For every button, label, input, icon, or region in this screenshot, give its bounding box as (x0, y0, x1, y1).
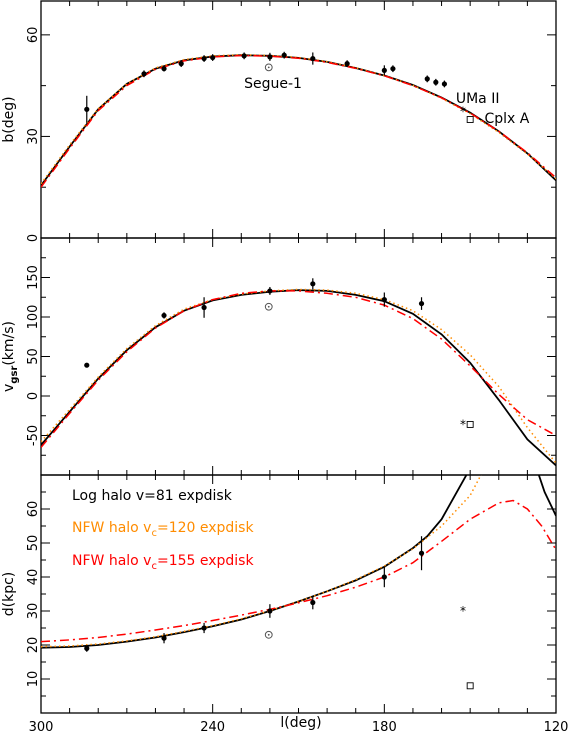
panel-d-y-tick-label-10: 10 (26, 671, 41, 688)
panel-b-annotation-segue-1: Segue-1 (244, 76, 302, 92)
panel-vgsr-data-point-3 (267, 288, 273, 294)
panel-vgsr-marker-uma-ii: * (460, 417, 466, 431)
legend: Log halo v=81 expdisk NFW halo vc=120 ex… (72, 488, 254, 572)
panel-b-series-line-1 (41, 54, 556, 185)
panel-vgsr-data-point-4 (310, 281, 316, 287)
panel-d-data-point-5 (381, 574, 387, 580)
panel-vgsr-data-point-5 (381, 297, 387, 303)
x-tick-label-180: 180 (372, 720, 397, 735)
x-tick-label-120: 120 (544, 720, 568, 735)
panel-vgsr-series-line-2 (41, 290, 556, 448)
legend-entry-nfw-120-post: =120 expdisk (157, 520, 255, 536)
panel-vgsr: -50 0 50 100 150 vgsr(km/s) * (1, 237, 557, 476)
panel-b-curves (41, 54, 556, 188)
panel-b-data-point-13 (424, 76, 430, 82)
panel-b-marker-segue-1-dot (267, 66, 270, 69)
panel-d: 300 240 180 120 10 20 30 40 50 60 d(kpc) * (1, 474, 568, 735)
panel-d-marker-segue-1-dot (267, 633, 270, 636)
panel-vgsr-y-tick-label-50: 50 (26, 348, 41, 365)
panel-b-data-point-4 (201, 55, 207, 62)
panel-vgsr-y-axis-label-sub: gsr (9, 366, 20, 384)
panel-vgsr-y-tick-label-150: 150 (26, 265, 41, 290)
panel-b-data-point-9 (310, 55, 316, 62)
panel-d-y-tick-label-60: 60 (26, 501, 41, 518)
panel-b-data-point-10 (344, 61, 350, 67)
panel-vgsr-series-line-1 (41, 288, 556, 464)
x-axis-label: l(deg) (280, 715, 321, 731)
panel-vgsr-data-point-0 (84, 362, 90, 368)
panel-vgsr-y-axis-label-unit: (km/s) (1, 321, 17, 366)
panel-b-data-point-5 (210, 54, 216, 61)
panel-d-series-line-1 (41, 475, 482, 648)
panel-d-y-tick-label-50: 50 (26, 535, 41, 552)
panel-b-data-point-1 (141, 71, 147, 77)
panel-vgsr-y-axis-label-main: v (1, 384, 17, 392)
panel-vgsr-data-point-2 (201, 304, 207, 311)
x-tick-label-300: 300 (29, 720, 54, 735)
panel-vgsr-curves (41, 288, 556, 467)
panel-d-data-point-1 (161, 635, 167, 641)
legend-entry-nfw-155-main: NFW halo v (72, 553, 151, 569)
legend-entry-nfw-120-sub: c (151, 528, 157, 539)
panel-b-data-point-12 (390, 66, 396, 72)
panel-vgsr-marker-segue-1-ring (264, 302, 273, 311)
panel-d-y-tick-label-40: 40 (26, 569, 41, 586)
panel-b-data-point-11 (381, 67, 387, 74)
legend-entry-nfw-120: NFW halo vc=120 expdisk (72, 520, 254, 539)
panel-b-series-line-0 (41, 54, 556, 187)
panel-vgsr-frame (40, 237, 557, 476)
panel-b-data-point-3 (178, 61, 184, 67)
legend-entry-nfw-155: NFW halo vc=155 expdisk (72, 553, 254, 572)
panel-d-series-line-2 (41, 499, 556, 643)
panel-d-data-point-0 (84, 645, 90, 652)
panel-b-marker-uma-ii: * (460, 104, 466, 118)
panel-vgsr-series-line-0 (41, 289, 556, 467)
panel-d-y-tick-label-20: 20 (26, 637, 41, 654)
panel-vgsr-y-axis-label: vgsr(km/s) (1, 321, 20, 392)
panel-b-y-tick-label-30: 30 (26, 128, 41, 145)
panel-d-data-point-3 (267, 608, 273, 614)
legend-entry-nfw-155-post: =155 expdisk (157, 553, 255, 569)
panel-d-data-point-6 (418, 550, 425, 556)
legend-entry-nfw-155-sub: c (151, 561, 157, 572)
panel-b-annotation-cplx-a: Cplx A (484, 111, 529, 127)
panel-b-y-tick-label-0: 0 (26, 234, 41, 242)
panel-b-y-axis-label: b(deg) (1, 96, 17, 142)
legend-entry-nfw-120-main: NFW halo v (72, 520, 151, 536)
panel-b-data-point-14 (433, 79, 439, 85)
panel-b-annotation-uma-ii: UMa II (456, 91, 500, 107)
panel-vgsr-marker-cplx-a (466, 420, 474, 428)
panel-d-y-axis-label: d(kpc) (1, 572, 17, 617)
panel-vgsr-data-point-6 (418, 300, 425, 307)
panel-b-data-point-7 (267, 54, 273, 60)
panel-b-data-point-15 (441, 81, 448, 87)
panel-vgsr-y-tick-label-100: 100 (26, 305, 41, 330)
panel-b-data-point-0 (84, 106, 90, 112)
panel-d-marker-uma-ii: * (460, 604, 466, 618)
panel-b-data-point-2 (161, 66, 167, 72)
panel-b-marker-segue-1-ring (264, 63, 273, 72)
panel-vgsr-y-tick-label--50: -50 (26, 425, 41, 446)
panel-d-data-point-4 (310, 599, 316, 606)
panel-vgsr-y-tick-label-0: 0 (26, 392, 41, 400)
legend-entry-log-halo: Log halo v=81 expdisk (72, 488, 233, 504)
panel-vgsr-data-point-1 (161, 312, 167, 319)
panel-b-data-point-8 (281, 52, 287, 58)
legend-entry-log-halo-main: Log halo v=81 expdisk (72, 488, 233, 504)
panel-d-marker-cplx-a (466, 682, 474, 690)
panel-d-data-point-2 (201, 625, 207, 631)
panel-d-y-tick-label-30: 30 (26, 603, 41, 620)
panel-b-series-line-2 (41, 54, 556, 188)
panel-b-y-tick-label-60: 60 (26, 27, 41, 44)
panel-vgsr-marker-segue-1-dot (267, 305, 270, 308)
panel-d-marker-segue-1-ring (264, 630, 273, 639)
panel-b-data-point-6 (241, 53, 247, 59)
x-tick-label-240: 240 (200, 720, 225, 735)
panel-b: 0 30 60 b(deg) * Segue-1 UMa II Cplx A (1, 0, 557, 242)
panel-b-frame (40, 0, 557, 239)
panel-d-frame (40, 474, 557, 714)
panel-b-marker-cplx-a (466, 116, 474, 123)
